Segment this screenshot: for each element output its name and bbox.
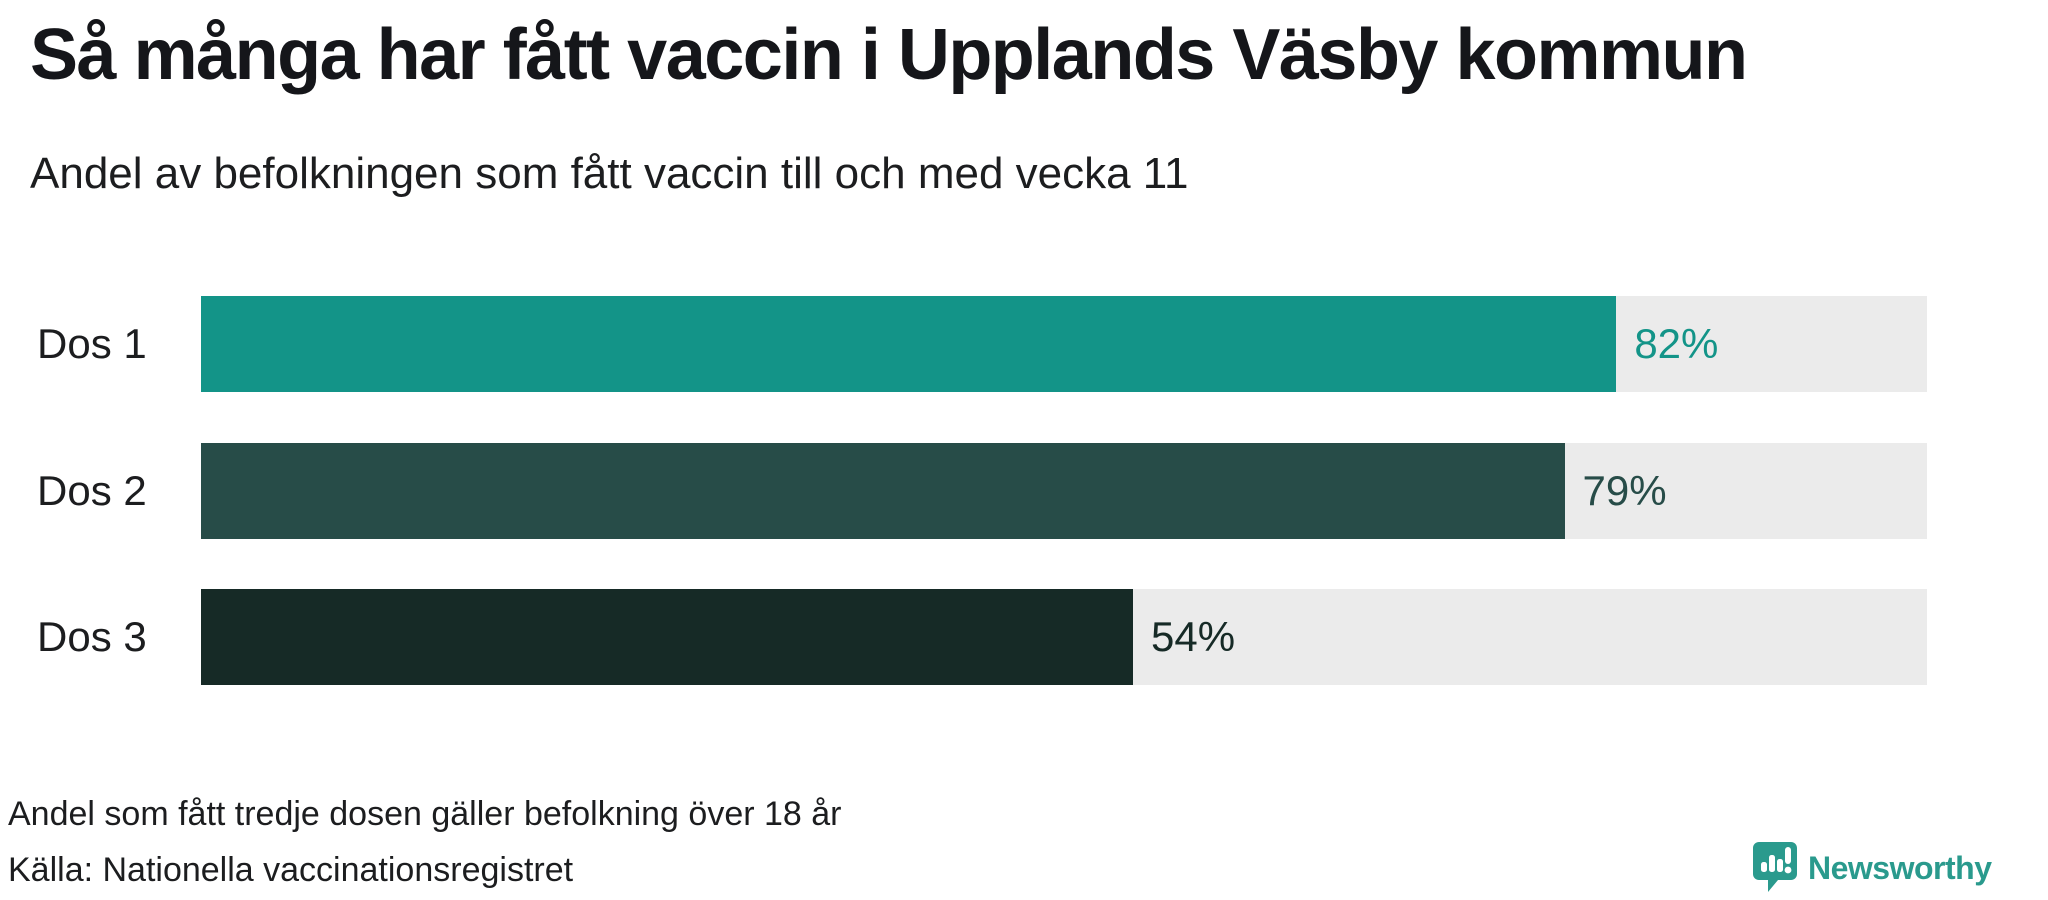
page-subtitle: Andel av befolkningen som fått vaccin ti… — [30, 149, 1189, 198]
bar-track: 79% — [201, 443, 1927, 539]
bar-row-dos-3: Dos 3 54% — [0, 589, 2048, 685]
bar-row-dos-1: Dos 1 82% — [0, 296, 2048, 392]
bar-value-label: 79% — [1582, 467, 1667, 514]
newsworthy-logo-icon — [1753, 842, 1797, 892]
source-line: Källa: Nationella vaccinationsregistret — [8, 851, 574, 889]
bar-track: 54% — [201, 589, 1927, 685]
newsworthy-brand: Newsworthy — [1752, 841, 1992, 895]
category-label: Dos 3 — [37, 613, 147, 660]
footnote: Andel som fått tredje dosen gäller befol… — [8, 795, 842, 833]
brand-name: Newsworthy — [1808, 849, 1992, 886]
bar-track: 82% — [201, 296, 1927, 392]
bar-fill — [201, 589, 1134, 685]
bar-row-dos-2: Dos 2 79% — [0, 443, 2048, 539]
bar-fill — [201, 296, 1617, 392]
bar-fill — [201, 443, 1565, 539]
category-label: Dos 2 — [37, 467, 147, 514]
page-title: Så många har fått vaccin i Upplands Väsb… — [30, 15, 1748, 95]
bar-value-label: 82% — [1634, 320, 1719, 367]
category-label: Dos 1 — [37, 320, 147, 367]
bar-value-label: 54% — [1151, 613, 1236, 660]
